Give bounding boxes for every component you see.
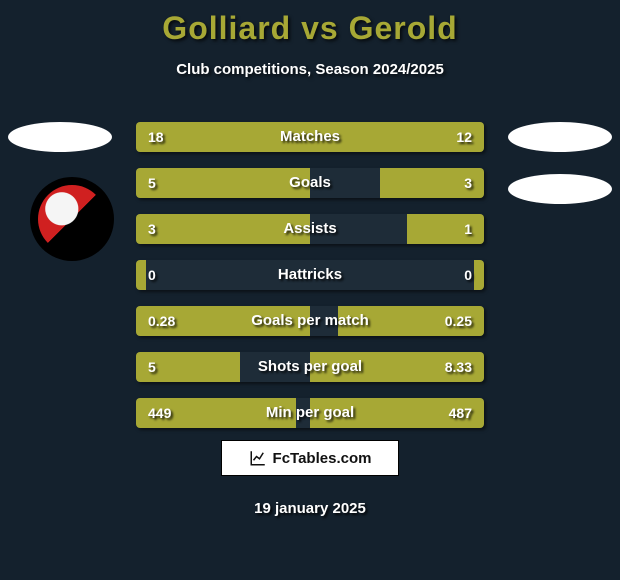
stat-row: 53Goals bbox=[136, 168, 484, 198]
stat-row: 31Assists bbox=[136, 214, 484, 244]
stat-label: Matches bbox=[136, 122, 484, 152]
stat-label: Hattricks bbox=[136, 260, 484, 290]
stat-label: Goals bbox=[136, 168, 484, 198]
stat-row: 00Hattricks bbox=[136, 260, 484, 290]
player-left-avatar bbox=[8, 122, 112, 152]
stat-row: 0.280.25Goals per match bbox=[136, 306, 484, 336]
player-left-club-logo bbox=[30, 177, 114, 261]
chart-icon bbox=[249, 449, 267, 467]
stat-label: Assists bbox=[136, 214, 484, 244]
subtitle: Club competitions, Season 2024/2025 bbox=[0, 61, 620, 78]
fctables-logo[interactable]: FcTables.com bbox=[221, 440, 399, 476]
stat-row: 58.33Shots per goal bbox=[136, 352, 484, 382]
stat-row: 449487Min per goal bbox=[136, 398, 484, 428]
date-label: 19 january 2025 bbox=[0, 500, 620, 517]
stat-row: 1812Matches bbox=[136, 122, 484, 152]
player-right-club bbox=[508, 174, 612, 204]
footer-brand-text: FcTables.com bbox=[273, 450, 372, 467]
stats-table: 1812Matches 53Goals 31Assists 00Hattricks 0.… bbox=[136, 122, 484, 444]
stat-label: Shots per goal bbox=[136, 352, 484, 382]
page-title: Golliard vs Gerold bbox=[0, 0, 620, 47]
stat-label: Goals per match bbox=[136, 306, 484, 336]
stat-label: Min per goal bbox=[136, 398, 484, 428]
player-right-avatar bbox=[508, 122, 612, 152]
